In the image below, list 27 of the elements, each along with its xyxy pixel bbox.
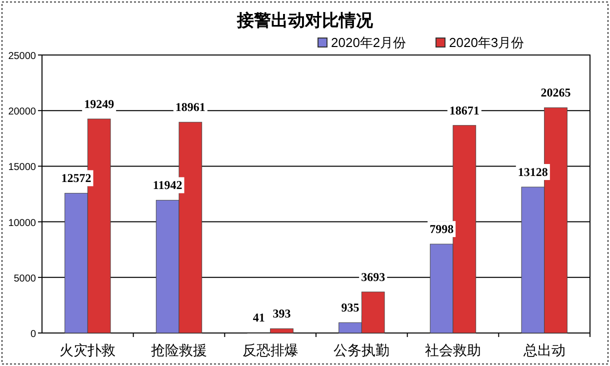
data-label: 12572 (61, 171, 92, 186)
y-tick-label: 25000 (8, 51, 36, 62)
data-label: 7998 (430, 222, 454, 236)
y-tick-label: 15000 (8, 162, 36, 174)
y-tick-label: 0 (30, 329, 36, 340)
x-tick-label: 反恐排爆 (242, 342, 298, 358)
y-tick-label: 10000 (8, 218, 36, 229)
data-label: 13128 (518, 165, 548, 180)
title: 接警出动对比情况 (237, 11, 373, 30)
data-label: 935 (341, 300, 360, 315)
x-tick-label: 社会救助 (425, 342, 481, 358)
y-tick-label: 5000 (14, 273, 36, 284)
x-tick-label: 总出动 (522, 342, 566, 358)
x-tick-label: 抢险救援 (151, 342, 207, 358)
x-tick-label: 公务执勤 (334, 342, 390, 358)
data-label: 11942 (152, 178, 182, 192)
x-tick-label: 火灾扑救 (60, 342, 116, 358)
data-label: 18961 (175, 100, 206, 114)
legend-label: 2020年2月份 (331, 35, 406, 50)
data-label: 19249 (84, 96, 114, 111)
data-label: 3693 (361, 270, 386, 284)
y-tick-label: 20000 (8, 106, 36, 118)
data-label: 18671 (449, 103, 480, 118)
data-label: 393 (272, 306, 291, 321)
legend-label: 2020年3月份 (449, 35, 524, 50)
data-label: 41 (252, 310, 265, 325)
data-label: 20265 (540, 86, 571, 100)
